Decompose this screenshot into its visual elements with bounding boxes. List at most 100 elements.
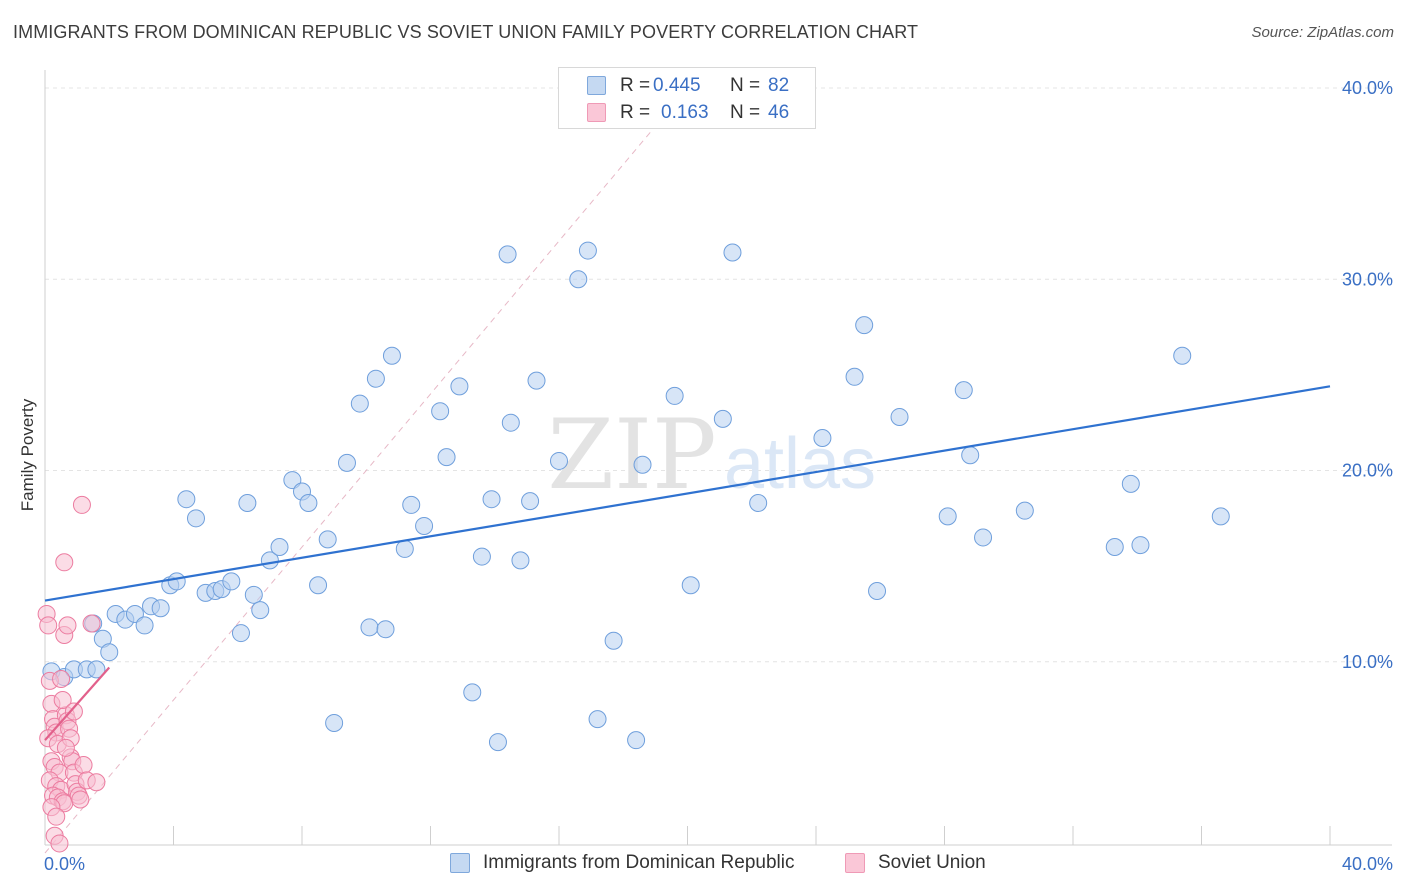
point-dominican [167,572,186,591]
legend-n-value: 46 [768,102,790,123]
point-dominican [437,448,456,467]
point-dominican [627,731,646,750]
point-soviet [47,807,66,826]
point-dominican [868,581,887,600]
point-dominican [723,243,742,262]
point-soviet [58,616,77,635]
legend-n-label: N = [730,102,761,123]
point-soviet [64,702,83,721]
point-dominican [498,245,517,264]
point-dominican [604,631,623,650]
point-soviet [53,691,72,709]
point-soviet [72,495,91,514]
point-dominican [578,241,597,260]
point-dominican [1173,346,1192,365]
point-dominican [482,490,501,509]
point-dominican [527,371,546,390]
bottom-legend-label-soviet: Soviet Union [878,852,986,873]
point-dominican [450,377,469,396]
point-dominican [177,490,196,509]
point-dominican [360,618,379,637]
point-soviet [82,614,101,633]
point-dominican [1015,501,1034,520]
point-dominican [521,492,540,511]
bottom-legend-swatch-dominican [450,853,470,873]
watermark-zip: ZIP [547,399,716,511]
point-dominican [186,509,205,528]
point-soviet [39,616,58,635]
y-tick-label: 10.0% [1342,652,1393,672]
point-dominican [845,367,864,386]
point-dominican [501,413,520,432]
point-soviet [74,756,93,775]
point-dominican [366,369,385,388]
reference-diagonal [44,87,688,854]
point-dominican [325,713,344,732]
point-dominican [431,402,450,421]
x-tick-label-max: 40.0% [1342,854,1393,874]
legend-swatch-soviet [587,103,606,122]
point-dominican [299,494,318,513]
point-dominican [588,710,607,729]
legend-n-label: N = [730,75,761,96]
point-dominican [511,551,530,570]
y-tick-label: 40.0% [1342,78,1393,98]
point-dominican [231,624,250,643]
point-dominican [402,495,421,514]
y-tick-label: 20.0% [1342,461,1393,481]
chart-title: IMMIGRANTS FROM DOMINICAN REPUBLIC VS SO… [13,22,919,42]
point-dominican [318,530,337,549]
point-dominican [395,539,414,558]
point-dominican [633,455,652,474]
point-dominican [488,733,507,752]
point-dominican [376,620,395,639]
bottom-legend-swatch-soviet [845,853,865,873]
point-dominican [938,507,957,526]
correlation-legend: R = 0.445 N = 82 R = 0.163 N = 46 [558,67,816,129]
point-dominican [244,585,263,604]
trend-line-dominican [44,385,1331,602]
point-dominican [1131,536,1150,555]
point-dominican [251,601,270,620]
point-dominican [813,428,832,447]
legend-r-value: 0.163 [661,102,709,123]
point-dominican [890,407,909,426]
watermark-atlas: atlas [724,424,876,504]
point-dominican [954,381,973,400]
trend-lines [44,385,1331,741]
point-dominican [681,576,700,595]
tick-labels: 10.0% 20.0% 30.0% 40.0% 0.0% 40.0% [44,78,1393,874]
point-dominican [125,604,144,623]
point-soviet [50,834,69,853]
trend-line-soviet [44,666,111,741]
point-dominican [1105,538,1124,556]
point-dominican [1211,507,1230,526]
point-soviet [71,790,90,809]
y-tick-label: 30.0% [1342,269,1393,289]
series-soviet-points [37,495,106,853]
legend-r-label: R = [620,102,651,123]
point-soviet [87,773,106,792]
point-dominican [87,660,106,679]
point-dominican [472,547,491,566]
point-dominican [665,386,684,405]
point-dominican [382,346,401,365]
point-dominican [1121,474,1140,493]
legend-n-value: 82 [768,75,790,96]
point-dominican [222,572,241,591]
point-dominican [749,494,768,513]
legend-r-label: R = [620,75,651,96]
point-dominican [713,409,732,428]
point-dominican [309,576,328,595]
point-dominican [100,643,119,662]
point-dominican [550,451,568,470]
axes [44,70,1392,854]
point-dominican [463,683,482,702]
legend-swatch-dominican [587,76,606,95]
point-soviet [55,553,74,572]
point-dominican [151,599,170,618]
point-dominican [238,494,257,513]
source-label: Source: ZipAtlas.com [1251,24,1394,41]
point-dominican [350,394,369,413]
